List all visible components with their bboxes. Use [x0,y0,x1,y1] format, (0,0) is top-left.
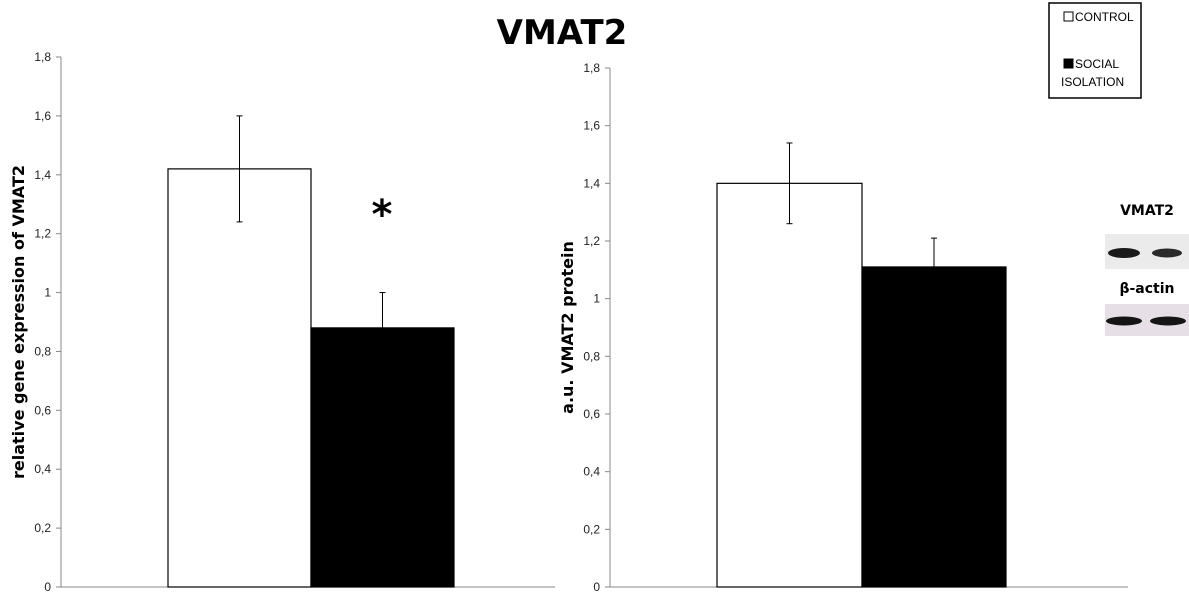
y-axis-label: a.u. VMAT2 protein [558,241,577,414]
blot-band [1108,248,1140,258]
y-tick-label: 1,2 [34,227,51,241]
blot-label-beta-actin: β-actin [1119,281,1174,297]
legend: CONTROL SOCIAL ISOLATION [1048,2,1142,99]
y-tick-label: 0,2 [34,521,51,535]
y-tick-label: 0 [44,580,51,594]
y-axis-label: relative gene expression of VMAT2 [9,165,28,479]
y-tick-label: 0,2 [583,522,600,536]
y-tick-label: 1,8 [34,50,51,64]
y-tick-label: 1 [593,292,600,306]
y-tick-label: 1,4 [34,168,51,182]
bar-control [167,168,312,588]
legend-swatch [1063,58,1074,69]
legend-label: SOCIAL [1075,57,1119,71]
figure-title: VMAT2 [497,13,628,53]
blot-band [1106,316,1142,326]
y-tick-label: 0,8 [583,349,600,363]
y-tick-label: 1,6 [583,119,600,133]
blot-band [1150,316,1186,326]
y-tick-label: 0,6 [34,403,51,417]
blot-strip-beta-actin [1105,304,1189,336]
y-tick-label: 1,2 [583,234,600,248]
chart-protein: 0 0,2 0,4 0,6 0,8 1 1,2 1,4 1,6 1,8 a.u. VMAT2 pro… [558,61,1128,594]
blot-strip-vmat2 [1105,234,1189,269]
y-tick-label: 1,6 [34,109,51,123]
western-blot: VMAT2 β-actin [1105,203,1189,336]
legend-label: ISOLATION [1061,75,1124,89]
bar-social-isolation [861,266,1007,588]
y-tick-label: 0 [593,580,600,594]
significance-marker: * [372,192,393,238]
y-tick-label: 1 [44,286,51,300]
bar-social-isolation [310,327,455,588]
y-tick-label: 1,8 [583,61,600,75]
y-tick-label: 0,8 [34,344,51,358]
legend-label: CONTROL [1075,10,1134,24]
bar-control [716,182,863,588]
chart-gene-expression: 0 0,2 0,4 0,6 0,8 1 1,2 1,4 1,6 1,8 relative gene … [9,50,555,594]
y-tick-label: 0,6 [583,407,600,421]
blot-label-vmat2: VMAT2 [1120,203,1174,219]
y-tick-label: 0,4 [583,465,600,479]
blot-band [1152,248,1182,258]
y-tick-label: 1,4 [583,176,600,190]
y-tick-label: 0,4 [34,462,51,476]
legend-swatch [1063,11,1074,22]
